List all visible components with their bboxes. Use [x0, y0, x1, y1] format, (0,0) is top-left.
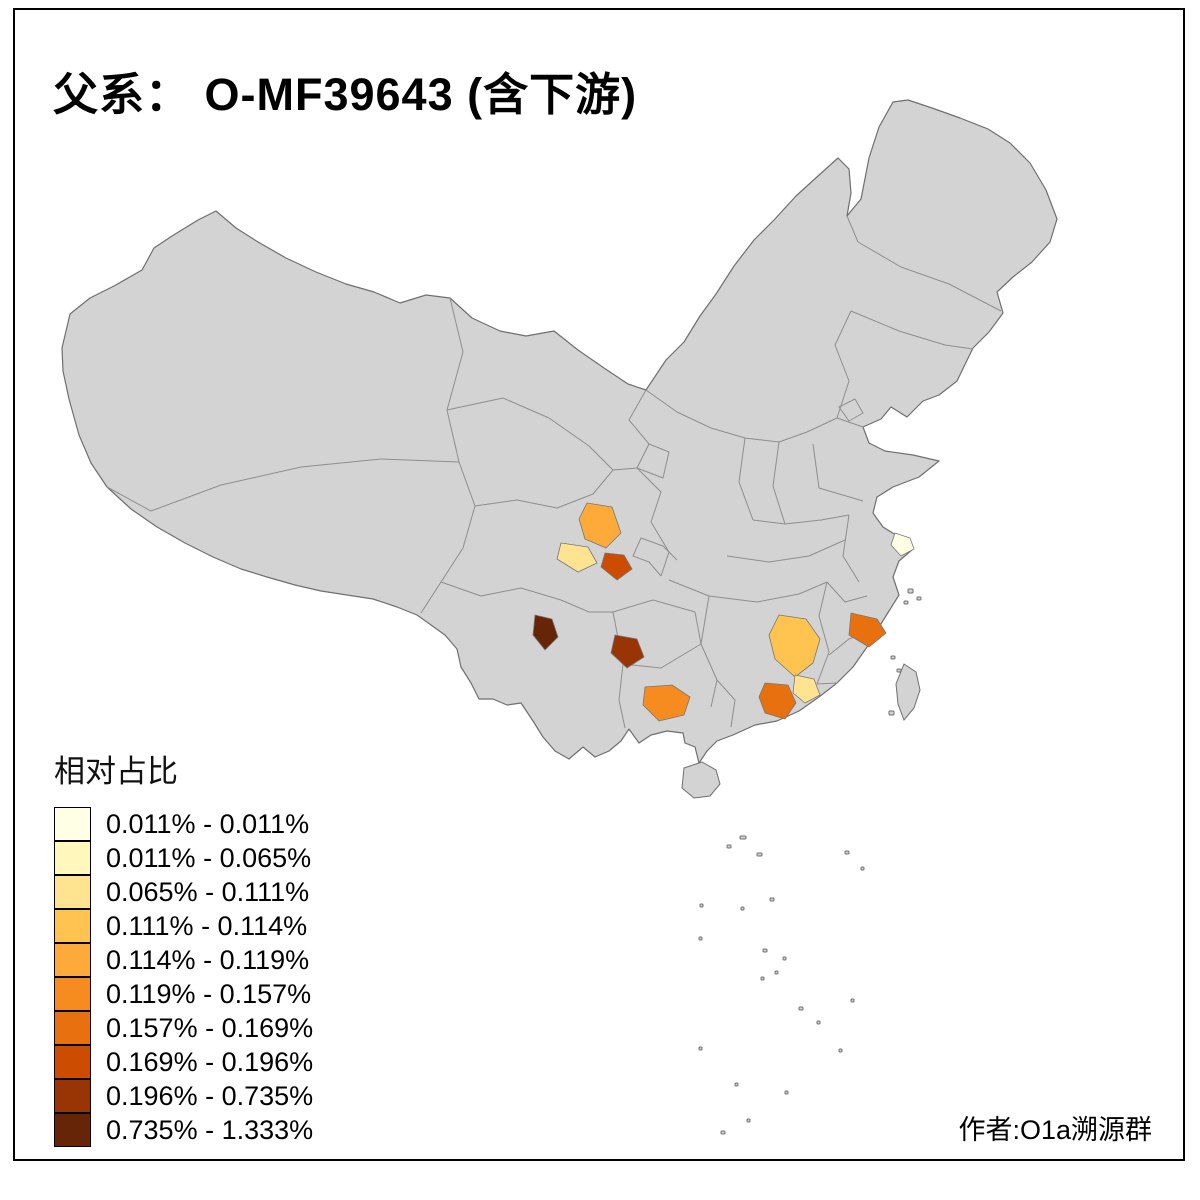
legend-swatch: [54, 909, 91, 943]
legend-label: 0.169% - 0.196%: [106, 1046, 314, 1077]
legend-swatch: [54, 1079, 91, 1113]
map-region: [642, 684, 691, 722]
map-region: [600, 552, 633, 581]
legend-row: 0.111% - 0.114%: [54, 909, 313, 943]
legend-swatch: [54, 1045, 91, 1079]
page-title: 父系： O-MF39643 (含下游): [53, 69, 638, 120]
map-region: [792, 674, 821, 704]
legend-row: 0.011% - 0.011%: [54, 807, 313, 841]
legend-row: 0.196% - 0.735%: [54, 1079, 313, 1113]
legend-row: 0.735% - 1.333%: [54, 1113, 313, 1147]
map-region: [848, 612, 887, 648]
map-region: [768, 614, 821, 678]
legend-swatch: [54, 875, 91, 909]
legend-label: 0.119% - 0.157%: [106, 978, 312, 1009]
legend-label: 0.111% - 0.114%: [106, 910, 308, 941]
legend-row: 0.065% - 0.111%: [54, 875, 313, 909]
legend-label: 0.114% - 0.119%: [106, 944, 310, 975]
legend-swatch: [54, 977, 91, 1011]
map-region: [758, 682, 797, 720]
hainan-island: [681, 761, 721, 799]
highlighted-regions: [532, 502, 915, 722]
legend-swatch: [54, 807, 91, 841]
legend-swatch: [54, 1011, 91, 1045]
legend-row: 0.169% - 0.196%: [54, 1045, 313, 1079]
legend-swatch: [54, 943, 91, 977]
map-region: [532, 614, 559, 651]
map-region: [890, 532, 915, 557]
map-region: [578, 502, 622, 549]
legend-row: 0.114% - 0.119%: [54, 943, 313, 977]
legend-label: 0.196% - 0.735%: [106, 1080, 314, 1111]
legend-label: 0.735% - 1.333%: [106, 1114, 314, 1145]
legend-swatch: [54, 1113, 91, 1147]
mainland-shape: [61, 99, 1058, 764]
islands: [681, 588, 922, 1135]
legend-row: 0.157% - 0.169%: [54, 1011, 313, 1045]
taiwan-island: [895, 663, 921, 721]
legend-row: 0.011% - 0.065%: [54, 841, 313, 875]
map-region: [610, 634, 645, 669]
legend-row: 0.119% - 0.157%: [54, 977, 313, 1011]
map-region: [556, 542, 598, 573]
province-borders: [106, 215, 1002, 729]
south-china-sea-islets: [698, 835, 865, 1135]
legend-label: 0.011% - 0.011%: [106, 808, 310, 839]
author-credit: 作者:O1a溯源群: [958, 1115, 1152, 1145]
mainland-outline: [61, 99, 1058, 764]
legend-label: 0.011% - 0.065%: [106, 842, 312, 873]
legend-label: 0.157% - 0.169%: [106, 1012, 314, 1043]
legend-label: 0.065% - 0.111%: [106, 876, 310, 907]
legend: 相对占比 0.011% - 0.011% 0.011% - 0.065% 0.0…: [54, 746, 313, 1147]
legend-title: 相对占比: [54, 754, 178, 789]
legend-swatch: [54, 841, 91, 875]
